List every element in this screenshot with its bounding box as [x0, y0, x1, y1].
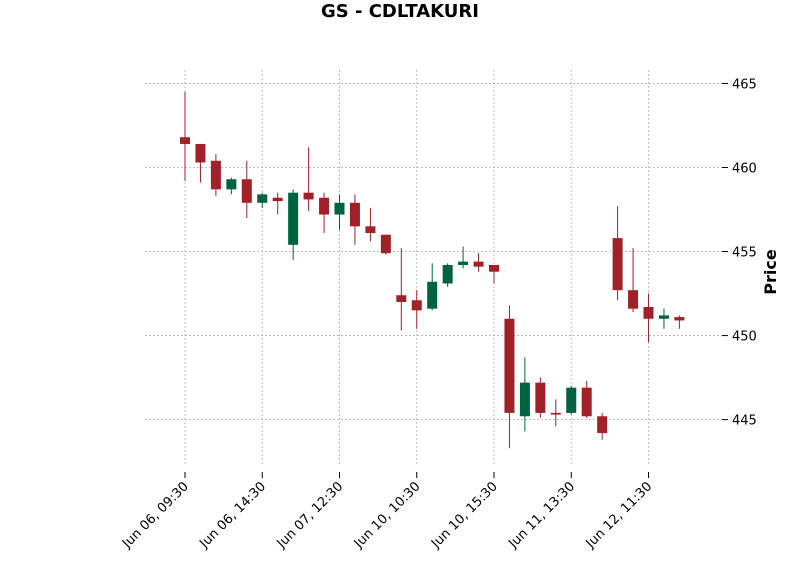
candle-body	[550, 412, 561, 415]
candle	[535, 377, 546, 418]
candle	[674, 315, 685, 329]
candle-body	[535, 382, 546, 413]
candle-body	[349, 202, 360, 227]
candle-body	[226, 179, 237, 190]
candle-body	[504, 318, 515, 413]
candle	[241, 160, 252, 218]
candle-body	[272, 197, 283, 202]
candle-body	[241, 179, 252, 203]
grid-layer	[145, 70, 722, 465]
candle-body	[597, 416, 608, 434]
candle-body	[489, 264, 499, 272]
x-tick-label: Jun 10, 10:30	[351, 479, 424, 552]
y-axis: 445 450 455 460 465	[722, 77, 757, 429]
candle	[257, 192, 268, 208]
candle-body	[658, 315, 669, 319]
candle	[272, 192, 283, 215]
candle-body	[411, 300, 422, 311]
candle	[643, 293, 654, 343]
x-axis: Jun 06, 09:30 Jun 06, 14:30 Jun 07, 12:30 J…	[119, 472, 655, 552]
candle	[349, 194, 360, 245]
candle-body	[566, 387, 577, 413]
candle-body	[334, 202, 345, 215]
candle	[504, 305, 515, 449]
candle-body	[628, 290, 639, 309]
candle	[210, 154, 221, 197]
y-tick-label: 450	[732, 330, 757, 345]
candle-layer	[180, 91, 685, 449]
candle	[427, 263, 438, 311]
candle	[411, 290, 422, 329]
candle	[396, 248, 407, 331]
candle-body	[674, 317, 685, 321]
candle-body	[643, 307, 654, 319]
candle	[288, 189, 299, 260]
x-tick-label: Jun 06, 09:30	[119, 479, 192, 552]
candle-body	[442, 264, 453, 284]
candle	[519, 357, 530, 432]
candle-body	[303, 192, 314, 200]
candle	[226, 177, 237, 195]
y-tick-label: 455	[732, 246, 757, 261]
candle	[319, 192, 330, 234]
candle-body	[195, 143, 206, 163]
candle	[303, 147, 314, 212]
candle	[489, 264, 499, 284]
candle	[180, 91, 190, 181]
x-tick-label: Jun 10, 15:30	[428, 479, 501, 552]
candle-body	[396, 295, 407, 302]
candle-body	[288, 192, 299, 245]
candle-body	[458, 261, 469, 265]
candle	[550, 399, 561, 427]
candle-body	[380, 234, 391, 254]
x-tick-label: Jun 12, 11:30	[583, 479, 656, 552]
y-tick-label: 465	[732, 77, 757, 92]
candle-body	[319, 197, 330, 215]
x-tick-label: Jun 11, 13:30	[505, 479, 578, 552]
x-tick-label: Jun 07, 12:30	[274, 479, 347, 552]
candle-body	[257, 194, 268, 203]
candle	[612, 206, 623, 301]
candle	[458, 246, 469, 269]
candle	[597, 412, 608, 440]
candle-body	[365, 226, 376, 234]
candle	[195, 143, 206, 183]
candle	[473, 253, 484, 272]
candle	[566, 386, 577, 415]
candle	[380, 234, 391, 255]
candle	[365, 207, 376, 242]
candle-body	[473, 261, 484, 267]
candle	[628, 248, 639, 313]
candle-body	[612, 238, 623, 291]
candle-body	[581, 387, 592, 417]
candle	[581, 380, 592, 418]
candle-body	[180, 137, 190, 144]
y-tick-label: 460	[732, 161, 757, 176]
candle	[442, 263, 453, 287]
y-tick-label: 445	[732, 414, 757, 429]
x-tick-label: Jun 06, 14:30	[196, 479, 269, 552]
candle	[334, 194, 345, 230]
chart-title: GS - CDLTAKURI	[321, 1, 479, 22]
candle-body	[427, 281, 438, 309]
candle-body	[519, 382, 530, 417]
candle-body	[210, 160, 221, 190]
candle	[658, 308, 669, 329]
y-axis-label: Price	[761, 249, 780, 295]
